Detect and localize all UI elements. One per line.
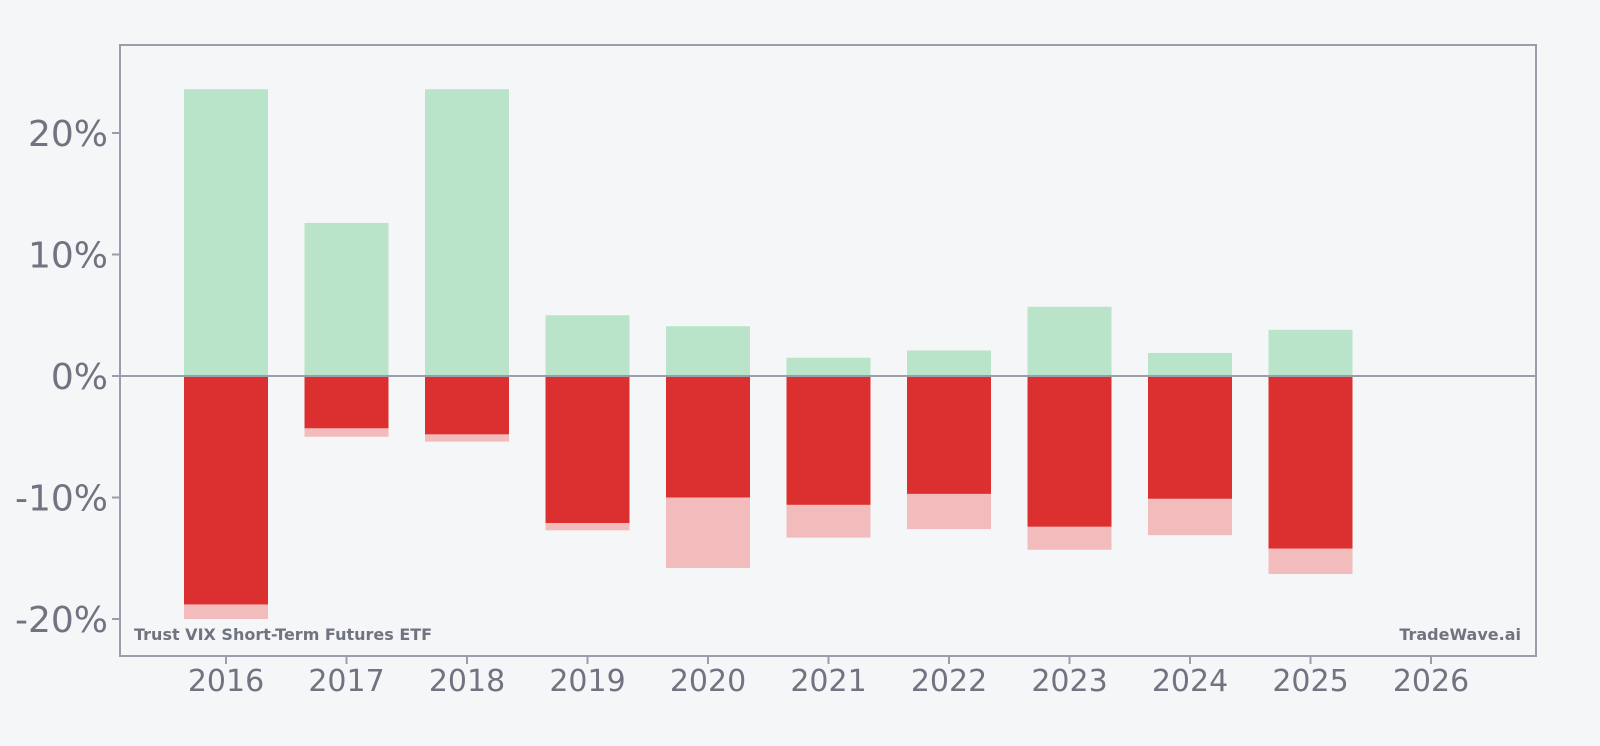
- y-axis: 20% 10% 0% -10% -20%: [15, 114, 120, 641]
- y-tick-label: 0%: [51, 357, 108, 398]
- x-tick-label: 2020: [670, 664, 746, 699]
- bar-gain-2020: [666, 326, 750, 376]
- bar-loss-2023: [1027, 376, 1112, 527]
- bar-gain-2024: [1148, 352, 1232, 376]
- x-tick-label: 2021: [790, 664, 866, 699]
- bar-loss-2018: [425, 376, 509, 435]
- x-tick-label: 2024: [1152, 664, 1228, 699]
- bar-gain-2025: [1268, 329, 1353, 376]
- x-tick-label: 2025: [1272, 664, 1348, 699]
- bar-loss-2017: [304, 376, 389, 429]
- bar-gain-2018: [425, 89, 509, 376]
- bar-gain-2019: [545, 315, 630, 376]
- annotation-left: Trust VIX Short-Term Futures ETF: [134, 625, 432, 644]
- bar-gain-2023: [1027, 306, 1112, 376]
- x-tick-label: 2022: [911, 664, 987, 699]
- bar-gain-2017: [304, 222, 389, 376]
- x-tick-label: 2017: [308, 664, 384, 699]
- bar-loss-2019: [545, 376, 630, 524]
- y-tick-label: -10%: [15, 479, 108, 520]
- x-tick-label: 2016: [188, 664, 264, 699]
- y-tick-label: 20%: [28, 114, 108, 155]
- x-axis: 2016 2017 2018 2019 2020 2021 2022 2023 2024 2025…: [188, 656, 1469, 699]
- bar-gain-2016: [184, 89, 268, 376]
- bar-loss-2022: [907, 376, 991, 494]
- bar-loss-2020: [666, 376, 750, 498]
- bar-loss-2024: [1148, 376, 1232, 499]
- bar-loss-2016: [184, 376, 268, 605]
- bars-layer: [184, 89, 1353, 619]
- bar-loss-2025: [1268, 376, 1353, 549]
- x-tick-label: 2026: [1393, 664, 1469, 699]
- annotation-right: TradeWave.ai: [1399, 625, 1521, 644]
- bar-gain-2021: [786, 357, 871, 376]
- bar-loss-2021: [786, 376, 871, 505]
- x-tick-label: 2019: [549, 664, 625, 699]
- x-tick-label: 2023: [1031, 664, 1107, 699]
- y-tick-label: -20%: [15, 600, 108, 641]
- x-tick-label: 2018: [429, 664, 505, 699]
- y-tick-label: 10%: [28, 236, 108, 277]
- bar-gain-2022: [907, 350, 991, 376]
